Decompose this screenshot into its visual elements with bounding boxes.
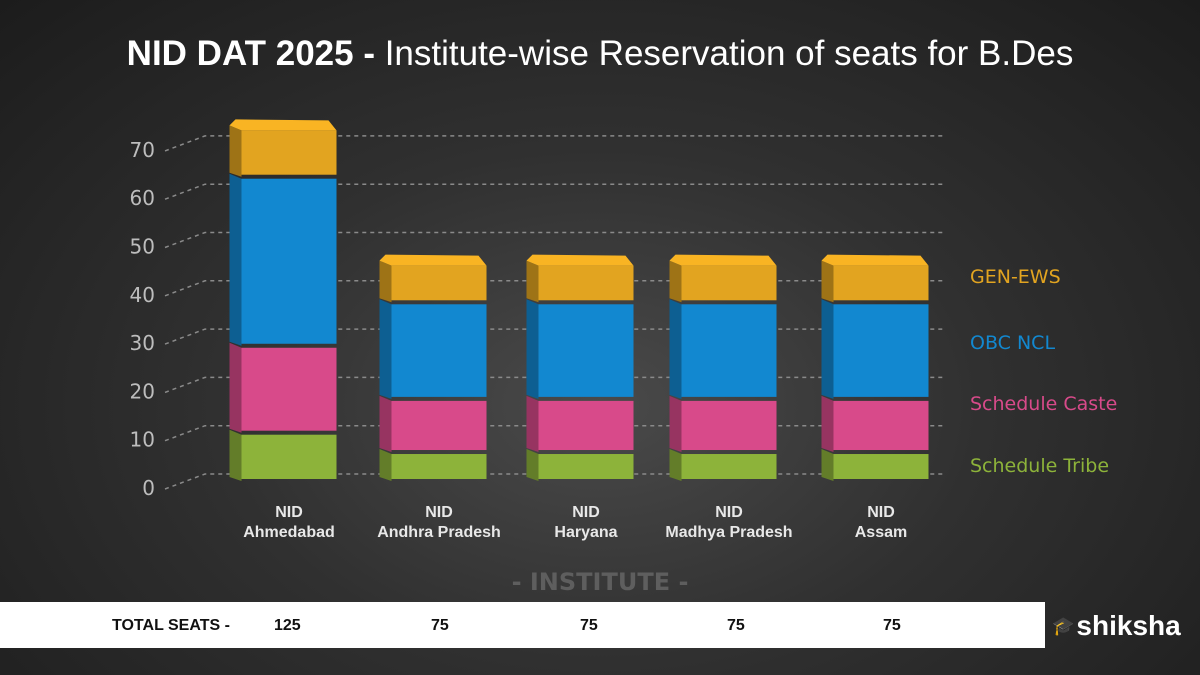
bar-side-gen-ews <box>669 260 682 303</box>
bar-side-schedule-caste <box>821 395 834 453</box>
x-tick-label: NID Assam <box>811 503 951 543</box>
bar-segment-schedule-tribe <box>681 454 777 479</box>
y-tick-label: 20 <box>130 379 155 403</box>
bar-side-schedule-tribe <box>229 429 242 481</box>
bar-side-schedule-tribe <box>526 449 539 481</box>
total-andhra-pradesh: 75 <box>431 617 449 634</box>
bar-top-face <box>821 254 929 266</box>
x-tick-line: NID <box>425 504 453 521</box>
bar-segment-obc-ncl <box>833 304 929 397</box>
x-tick-line: NID <box>572 504 600 521</box>
y-tick-label: 60 <box>130 186 155 210</box>
totals-band <box>0 602 1045 648</box>
y-tick-label: 70 <box>130 138 155 162</box>
total-madhya-pradesh: 75 <box>727 617 745 634</box>
bar-segment-schedule-tribe <box>833 454 929 479</box>
y-tick-label: 30 <box>130 331 155 355</box>
bar-side-obc-ncl <box>379 299 392 399</box>
bar-segment-obc-ncl <box>681 304 777 397</box>
x-tick-label: NID Ahmedabad <box>219 503 359 543</box>
legend-schedule-tribe: Schedule Tribe <box>970 455 1110 477</box>
bar-segment-schedule-tribe <box>391 454 487 479</box>
bar-segment-schedule-tribe <box>538 454 634 479</box>
bar-top-face <box>526 254 634 266</box>
bar-segment-schedule-caste <box>681 400 777 451</box>
bar-side-gen-ews <box>229 125 242 177</box>
totals-label: TOTAL SEATS - <box>112 617 230 634</box>
gridline <box>164 231 945 249</box>
bar-segment-obc-ncl <box>391 304 487 397</box>
y-tick-label: 0 <box>142 476 155 500</box>
y-tick-label: 50 <box>130 235 155 259</box>
bar-side-schedule-caste <box>669 395 682 453</box>
x-tick-line: Assam <box>854 524 908 541</box>
bar-top-face <box>229 119 337 131</box>
x-tick-line: NID <box>715 504 743 521</box>
shiksha-logo: 🎓 shiksha <box>1052 606 1181 646</box>
bar-segment-schedule-caste <box>241 347 337 431</box>
bar-side-obc-ncl <box>526 299 539 399</box>
bar-segment-gen-ews <box>681 265 777 301</box>
legend-obc-ncl: OBC NCL <box>970 332 1056 354</box>
total-haryana: 75 <box>580 617 598 634</box>
logo-text: shiksha <box>1076 610 1181 641</box>
x-tick-line: NID <box>275 504 303 521</box>
bar-side-gen-ews <box>379 260 392 303</box>
gridline <box>164 183 945 200</box>
bar-side-gen-ews <box>821 260 834 303</box>
bar-segment-schedule-caste <box>538 400 634 451</box>
bar-segment-schedule-tribe <box>241 434 337 479</box>
legend-gen-ews: GEN-EWS <box>970 266 1061 288</box>
bar-segment-obc-ncl <box>241 178 337 344</box>
x-axis-title: - INSTITUTE - <box>511 568 689 596</box>
bar-side-schedule-caste <box>526 395 539 453</box>
bar-side-obc-ncl <box>669 299 682 399</box>
bar-segment-schedule-caste <box>391 400 487 451</box>
bar-side-obc-ncl <box>821 299 834 399</box>
y-tick-label: 10 <box>130 428 155 452</box>
x-tick-line: Ahmedabad <box>243 524 335 541</box>
total-ahmedabad: 125 <box>274 617 301 634</box>
bar-segment-gen-ews <box>538 265 634 301</box>
x-tick-line: Haryana <box>554 524 618 541</box>
x-tick-line: NID <box>867 504 895 521</box>
bar-side-obc-ncl <box>229 173 242 346</box>
x-tick-line: Madhya Pradesh <box>665 524 793 541</box>
bar-segment-obc-ncl <box>538 304 634 397</box>
y-tick-label: 40 <box>130 283 155 307</box>
x-tick-label: NID Madhya Pradesh <box>659 503 799 543</box>
gridline <box>164 135 945 152</box>
bar-side-schedule-tribe <box>379 449 392 481</box>
total-assam: 75 <box>883 617 901 634</box>
chart-title: NID DAT 2025 - Institute-wise Reservatio… <box>126 34 1074 73</box>
x-tick-label: NID Haryana <box>516 503 656 543</box>
legend-schedule-caste: Schedule Caste <box>970 393 1118 415</box>
x-tick-label: NID Andhra Pradesh <box>369 503 509 543</box>
bar-segment-gen-ews <box>833 265 929 301</box>
bar-top-face <box>669 254 777 266</box>
bar-side-schedule-caste <box>379 395 392 453</box>
bar-segment-gen-ews <box>391 265 487 301</box>
mortarboard-icon: 🎓 <box>1052 616 1075 636</box>
bar-segment-gen-ews <box>241 130 337 175</box>
bar-top-face <box>379 254 487 266</box>
x-tick-line: Andhra Pradesh <box>377 524 501 541</box>
bar-segment-schedule-caste <box>833 400 929 451</box>
bar-side-schedule-tribe <box>821 449 834 481</box>
bar-side-schedule-tribe <box>669 449 682 481</box>
bar-side-gen-ews <box>526 260 539 303</box>
bar-side-schedule-caste <box>229 342 242 433</box>
